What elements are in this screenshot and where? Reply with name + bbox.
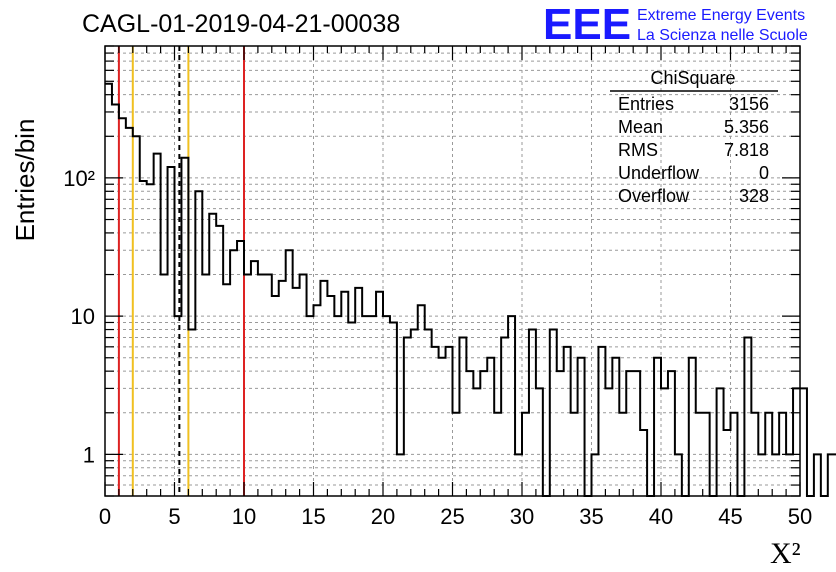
stats-rows: Entries 3156 Mean 5.356 RMS 7.818 Underflow 0 Ov… [618,94,769,206]
stats-label: Entries [618,94,674,114]
y-tick-label: 1 [83,442,95,467]
x-tick-label: 50 [788,504,812,529]
x-tick-label: 35 [579,504,603,529]
logo-letters: EEE [543,0,631,49]
x-tick-label: 5 [168,504,180,529]
x-tick-label: 45 [718,504,742,529]
stats-label: Underflow [618,163,700,183]
x-tick-label: 15 [301,504,325,529]
logo-line-1: Extreme Energy Events [637,7,805,24]
y-tick-label: 10 [71,304,95,329]
stats-title: ChiSquare [650,68,735,88]
y-tick-label: 10² [63,166,95,191]
axis-ticks [104,45,801,497]
stats-value: 7.818 [724,140,769,160]
x-tick-label: 30 [510,504,534,529]
x-tick-label: 0 [99,504,111,529]
stats-value: 5.356 [724,117,769,137]
x-tick-label: 40 [649,504,673,529]
x-tick-label: 20 [371,504,395,529]
x-tick-label: 10 [232,504,256,529]
grid-layer [105,45,800,497]
chart-title: CAGL-01-2019-04-21-00038 [82,10,400,38]
y-axis-title: Entries/bin [10,119,40,242]
stats-value: 0 [759,163,769,183]
stats-label: Mean [618,117,663,137]
plot-frame [104,45,801,497]
stats-box: ChiSquare Entries 3156 Mean 5.356 RMS 7.818 Un… [610,68,778,206]
tick-labels: 0 5 10 15 20 25 30 35 40 45 50 1 10 10² [63,166,812,529]
logo-line-2: La Scienza nelle Scuole [637,27,808,44]
x-axis-title: X² [770,537,801,570]
stats-label: RMS [618,140,658,160]
stats-label: Overflow [618,186,690,206]
stats-value: 3156 [729,94,769,114]
x-tick-label: 25 [440,504,464,529]
stats-value: 328 [739,186,769,206]
histogram-outline [105,82,836,497]
eee-logo: EEE Extreme Energy Events La Scienza nel… [543,0,808,49]
